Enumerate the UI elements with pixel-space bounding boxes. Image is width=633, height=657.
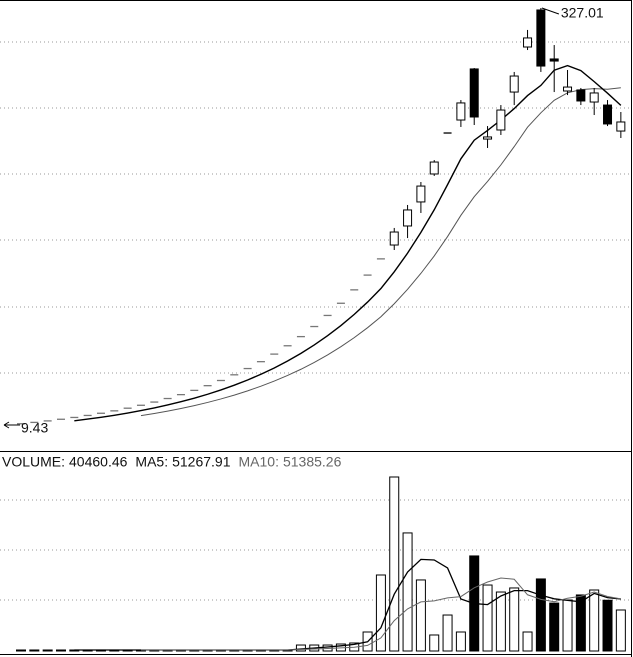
volume-bar [42,649,53,652]
ma5-label: MA5: [135,454,168,470]
volume-bar [535,578,546,652]
candle-body [483,136,493,140]
candle-body [589,92,599,103]
candle-body [456,102,466,121]
volume-bar [16,649,26,652]
candle-body [603,104,613,125]
candle-body [389,231,399,246]
volume-bar [482,584,493,652]
candle-body [509,75,519,93]
volume-bar [589,589,600,652]
candle-body [549,58,559,62]
volume-bar [549,602,560,652]
volume-bar [429,634,440,652]
candle-body [523,37,533,48]
volume-bar [375,574,386,652]
volume-bar [602,599,613,652]
candle-body [416,185,426,203]
volume-bar [562,599,573,652]
volume-bar [55,649,66,652]
candle-body [563,86,573,92]
high-arrow [541,7,560,15]
volume-bar [402,532,413,652]
high-label: 327.01 [561,5,604,21]
volume-bar [442,614,453,652]
line [140,577,621,651]
low-arrow-head [3,421,10,429]
volume-bar [415,579,426,652]
volume-bar [455,631,466,652]
ma5-value: 51267.91 [172,454,231,470]
candle-body [469,68,479,118]
candle-body [429,161,439,175]
line [74,64,622,422]
candle-body [496,109,506,131]
candle-body [536,9,546,67]
low-label: 9.43 [21,420,48,436]
volume-bar [522,631,533,652]
volume-bar [615,609,626,652]
volume-bar [389,476,400,652]
volume-value: 40460.46 [69,454,128,470]
volume-bar [29,649,40,652]
ma10-label: MA10: [239,454,279,470]
volume-bar [495,591,506,652]
candle-body [616,121,626,132]
volume-bar [509,587,520,652]
volume-header: VOLUME: 40460.46 MA5: 51267.91 MA10: 513… [2,454,342,470]
candle-body [403,209,413,227]
candle-body [576,89,586,102]
line [140,87,621,417]
volume-label: VOLUME: [2,454,65,470]
ma10-value: 51385.26 [283,454,342,470]
volume-bar [575,594,586,652]
